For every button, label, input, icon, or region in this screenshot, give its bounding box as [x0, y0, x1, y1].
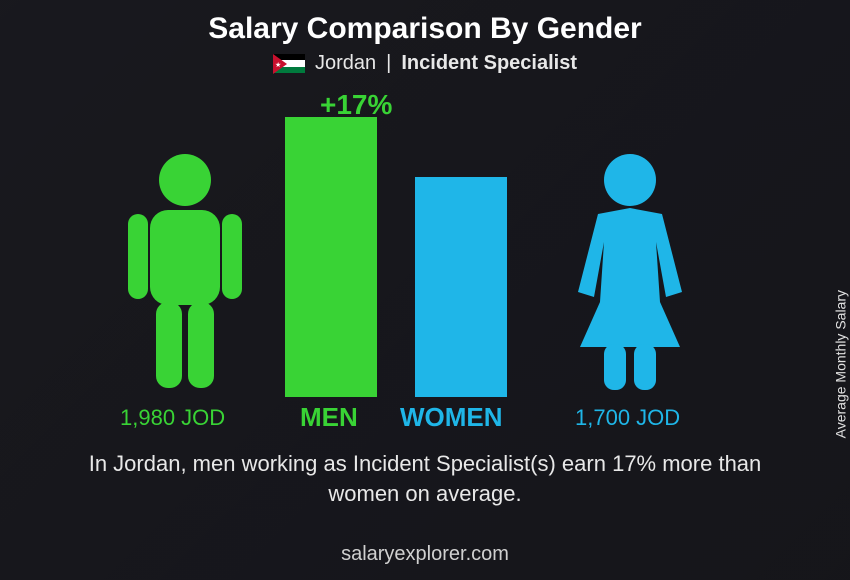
men-gender-label: MEN [300, 402, 358, 433]
women-bar [415, 177, 507, 397]
header: Salary Comparison By Gender ★ Jordan | I… [0, 0, 850, 75]
country-label: Jordan [315, 52, 376, 75]
y-axis-label: Average Monthly Salary [832, 290, 848, 438]
bottom-labels: 1,980 JOD MEN WOMEN 1,700 JOD [0, 399, 850, 435]
men-salary-label: 1,980 JOD [120, 405, 225, 431]
woman-icon [560, 152, 700, 397]
page-title: Salary Comparison By Gender [0, 12, 850, 46]
men-bar [285, 117, 377, 397]
women-salary-label: 1,700 JOD [575, 405, 680, 431]
job-title-label: Incident Specialist [401, 52, 577, 75]
subtitle: ★ Jordan | Incident Specialist [0, 52, 850, 75]
summary-text: In Jordan, men working as Incident Speci… [0, 449, 850, 508]
women-gender-label: WOMEN [400, 402, 503, 433]
footer-credit: salaryexplorer.com [0, 543, 850, 566]
chart-area: +17% 1,980 JOD MEN WOMEN 1,700 JOD [0, 83, 850, 443]
separator: | [386, 52, 391, 75]
man-icon [120, 152, 250, 397]
country-flag-icon: ★ [273, 54, 305, 74]
